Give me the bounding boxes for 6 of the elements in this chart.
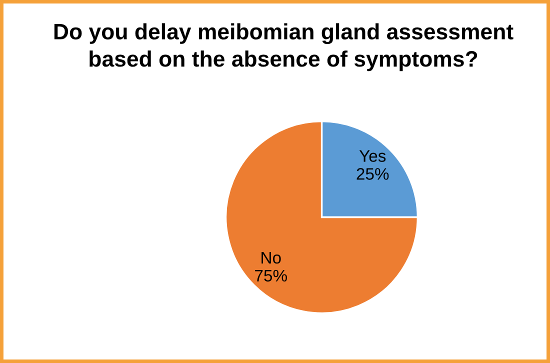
data-label: 25% <box>356 168 389 180</box>
chart-title: Do you delay meibomian gland assessment based on the absence of symptoms? <box>54 23 514 72</box>
slice-label: Yes <box>359 150 386 162</box>
data-label: 75% <box>255 270 287 282</box>
slice-label: No <box>262 252 281 264</box>
pie-slice <box>224 120 419 314</box>
